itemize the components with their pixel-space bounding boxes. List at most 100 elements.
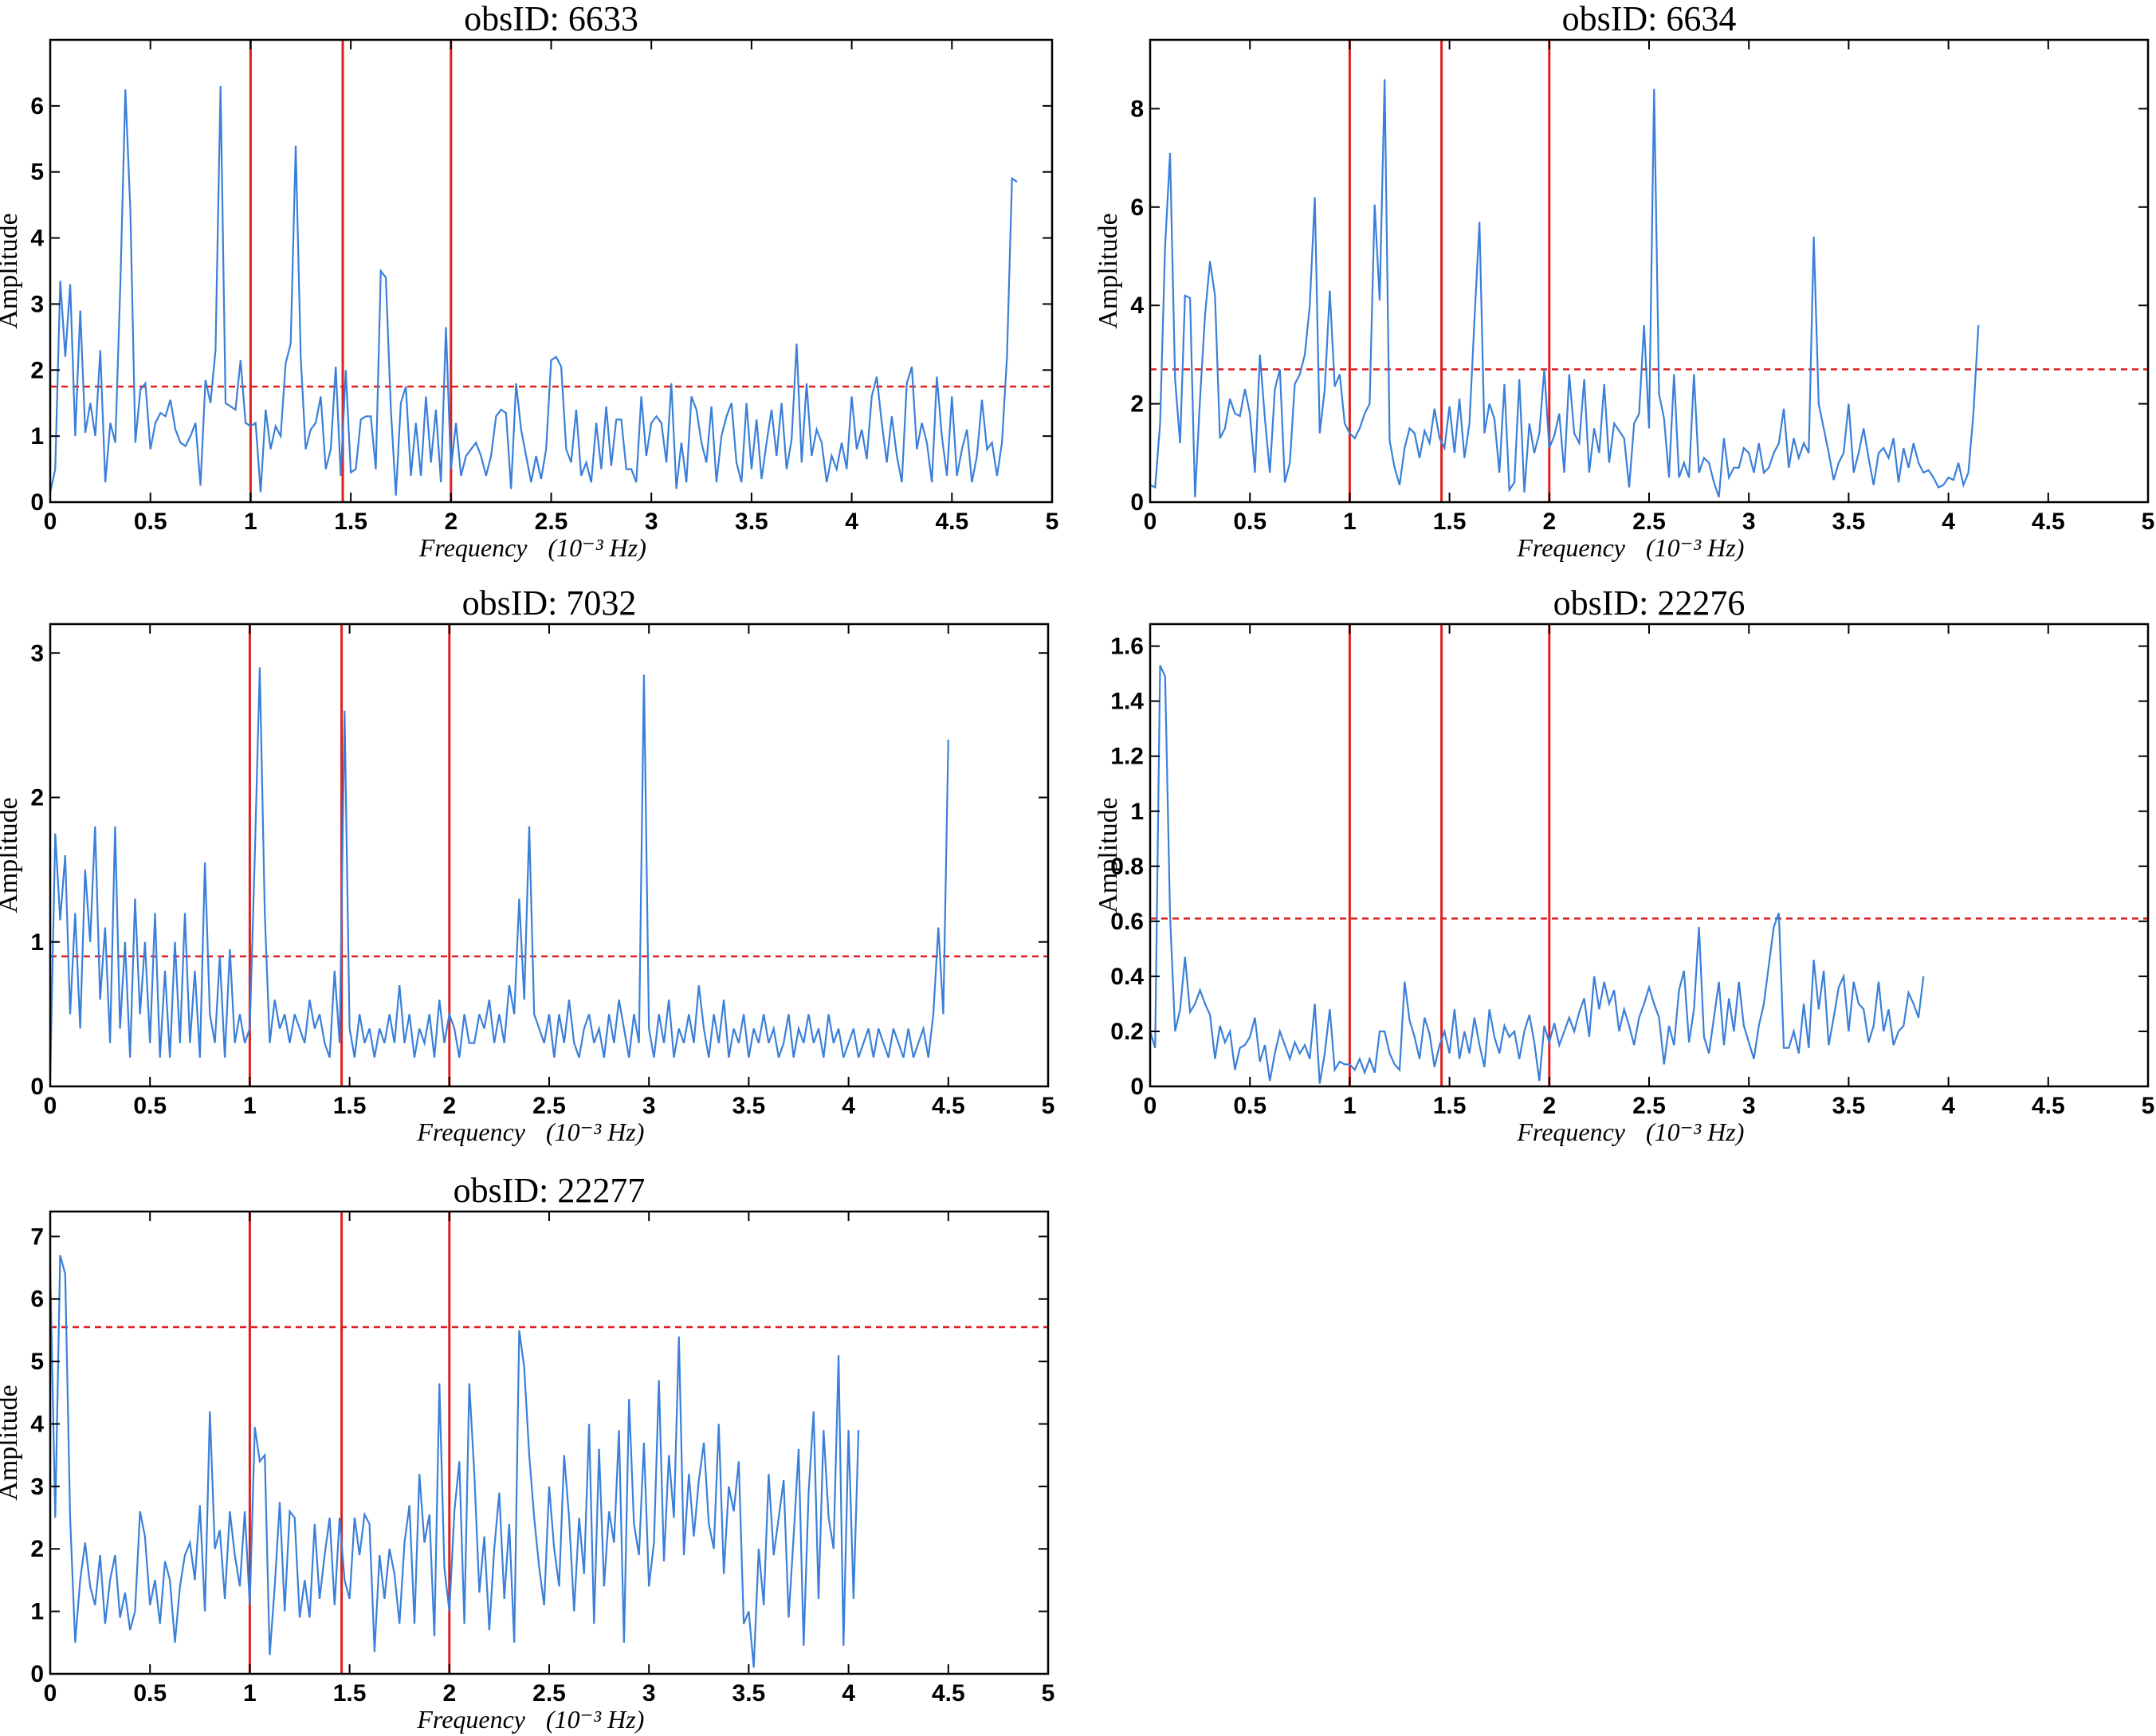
x-tick-label: 3.5 xyxy=(1832,509,1866,535)
y-tick-label: 7 xyxy=(30,1223,44,1250)
x-tick-label: 4 xyxy=(1942,509,1955,535)
y-tick-label: 0.2 xyxy=(1110,1019,1144,1045)
plot-frame xyxy=(1149,623,2150,1088)
x-tick-label: 2.5 xyxy=(1632,509,1666,535)
x-tick-label: 1.5 xyxy=(334,509,367,535)
x-tick-label: 2.5 xyxy=(1632,1093,1666,1119)
y-tick-label: 2 xyxy=(1130,391,1144,418)
x-tick-label: 2 xyxy=(442,1093,456,1119)
y-tick-label: 1 xyxy=(30,423,44,450)
plot-frame xyxy=(49,1210,1050,1675)
x-tick-label: 1.5 xyxy=(333,1093,367,1119)
x-tick-label: 1 xyxy=(244,509,257,535)
chart-title: obsID: 7032 xyxy=(462,583,637,623)
y-tick-label: 0 xyxy=(1130,489,1144,516)
y-tick-label: 1 xyxy=(30,929,44,956)
amplitude-series-line xyxy=(1150,79,1980,498)
x-tick-label: 5 xyxy=(1046,509,1059,535)
panel-obsid-22276: obsID: 22276 0 0.5 1 1.5 2 2.5 3 3.5 4 4.5 5 0 0.2 0.4… xyxy=(1094,583,2154,1146)
y-tick-label: 5 xyxy=(30,159,44,186)
x-axis-unit: (10⁻³ Hz) xyxy=(1646,533,1744,562)
x-tick-label: 1 xyxy=(1343,509,1357,535)
x-axis-unit: (10⁻³ Hz) xyxy=(546,1117,644,1146)
x-tick-label: 4 xyxy=(842,1680,855,1707)
x-tick-label: 0 xyxy=(1144,509,1157,535)
x-tick-label: 0.5 xyxy=(133,1093,167,1119)
y-tick-label: 2 xyxy=(30,1536,44,1562)
y-tick-label: 5 xyxy=(30,1349,44,1375)
x-tick-label: 4.5 xyxy=(935,509,968,535)
y-tick-label: 1.4 xyxy=(1110,689,1144,715)
y-tick-label: 0 xyxy=(30,1074,44,1100)
y-tick-label: 4 xyxy=(30,226,44,252)
amplitude-series-line xyxy=(50,667,949,1079)
x-tick-label: 0.5 xyxy=(133,1680,167,1707)
x-tick-label: 0 xyxy=(44,509,57,535)
y-tick-label: 6 xyxy=(30,1286,44,1313)
x-tick-label: 3.5 xyxy=(732,1680,766,1707)
x-tick-label: 2 xyxy=(442,1680,456,1707)
x-tick-label: 4.5 xyxy=(2032,509,2065,535)
x-axis-label: Frequency xyxy=(416,1705,525,1734)
amplitude-series-line xyxy=(50,1255,860,1668)
x-tick-label: 3.5 xyxy=(732,1093,766,1119)
y-tick-label: 3 xyxy=(30,1474,44,1500)
y-tick-label: 0 xyxy=(30,489,44,516)
y-tick-label: 4 xyxy=(1130,293,1144,319)
x-tick-label: 4 xyxy=(845,509,858,535)
x-tick-label: 3 xyxy=(1742,509,1756,535)
x-tick-label: 0 xyxy=(1144,1093,1157,1119)
y-tick-label: 6 xyxy=(30,93,44,120)
y-axis-label: Amplitude xyxy=(0,797,23,913)
y-tick-label: 2 xyxy=(30,785,44,811)
x-tick-label: 0.5 xyxy=(134,509,167,535)
chart-title: obsID: 22276 xyxy=(1553,583,1746,623)
x-tick-label: 2 xyxy=(444,509,458,535)
y-tick-label: 1 xyxy=(30,1599,44,1625)
chart-title: obsID: 22277 xyxy=(454,1171,646,1210)
x-tick-label: 5 xyxy=(2142,509,2155,535)
y-tick-label: 0 xyxy=(1130,1074,1144,1100)
x-tick-label: 1 xyxy=(1343,1093,1357,1119)
y-tick-label: 3 xyxy=(30,291,44,317)
panel-obsid-6633: obsID: 6633 0 0.5 1 1.5 2 2.5 3 3.5 4 4.5 5 0 1 2 3 4 5 6 A… xyxy=(0,0,1058,562)
y-tick-label: 0.6 xyxy=(1110,909,1144,935)
x-tick-label: 0.5 xyxy=(1233,509,1267,535)
x-tick-label: 4.5 xyxy=(2032,1093,2065,1119)
x-axis-label: Frequency xyxy=(1516,1117,1625,1146)
x-axis-label: Frequency xyxy=(1516,533,1625,562)
x-tick-label: 0.5 xyxy=(1233,1093,1267,1119)
x-tick-label: 5 xyxy=(2142,1093,2155,1119)
y-tick-label: 0.4 xyxy=(1110,964,1144,990)
x-axis-unit: (10⁻³ Hz) xyxy=(546,1705,644,1734)
x-axis-unit: (10⁻³ Hz) xyxy=(548,533,646,562)
x-tick-label: 0 xyxy=(44,1680,57,1707)
y-tick-label: 0.8 xyxy=(1110,854,1144,880)
x-tick-label: 4.5 xyxy=(932,1680,965,1707)
y-tick-label: 3 xyxy=(30,640,44,666)
x-tick-label: 1.5 xyxy=(1433,509,1467,535)
y-tick-label: 1 xyxy=(1130,799,1144,825)
y-axis-label: Amplitude xyxy=(0,1384,23,1500)
plot-frame xyxy=(49,38,1054,504)
x-axis-label: Frequency xyxy=(416,1117,525,1146)
x-tick-label: 3.5 xyxy=(1832,1093,1866,1119)
y-axis-label: Amplitude xyxy=(1094,797,1123,913)
x-axis-label: Frequency xyxy=(418,533,528,562)
panel-obsid-22277: obsID: 22277 0 0.5 1 1.5 2 2.5 3 3.5 4 4.5 5 0 1 2 3 4 5 6… xyxy=(0,1171,1054,1734)
y-tick-label: 8 xyxy=(1130,96,1144,122)
chart-title: obsID: 6633 xyxy=(464,0,638,38)
chart-title: obsID: 6634 xyxy=(1562,0,1737,38)
x-tick-label: 2.5 xyxy=(532,1680,566,1707)
x-tick-label: 2 xyxy=(1542,509,1556,535)
x-tick-label: 3 xyxy=(642,1680,656,1707)
x-tick-label: 4 xyxy=(1942,1093,1955,1119)
y-tick-label: 6 xyxy=(1130,194,1144,221)
x-tick-label: 4 xyxy=(842,1093,855,1119)
y-tick-label: 1.6 xyxy=(1110,634,1144,660)
amplitude-series-line xyxy=(1150,665,1925,1084)
x-tick-label: 3 xyxy=(645,509,658,535)
x-tick-label: 4.5 xyxy=(932,1093,965,1119)
x-tick-label: 5 xyxy=(1042,1093,1055,1119)
